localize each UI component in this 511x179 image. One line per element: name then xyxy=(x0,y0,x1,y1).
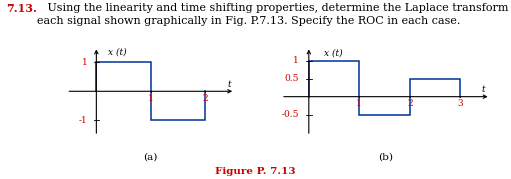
Text: 1: 1 xyxy=(148,94,154,103)
Text: (b): (b) xyxy=(378,152,393,161)
Text: 1: 1 xyxy=(82,58,88,67)
Text: (a): (a) xyxy=(144,152,158,161)
Text: -1: -1 xyxy=(79,116,88,125)
Text: 7.13.: 7.13. xyxy=(6,3,37,14)
Text: x (t): x (t) xyxy=(108,48,127,57)
Text: 0.5: 0.5 xyxy=(284,74,299,83)
Text: Figure P. 7.13: Figure P. 7.13 xyxy=(215,167,296,176)
Text: -0.5: -0.5 xyxy=(281,110,299,119)
Text: 1: 1 xyxy=(357,99,362,108)
Text: 2: 2 xyxy=(202,94,208,103)
Text: 3: 3 xyxy=(457,99,463,108)
Text: Using the linearity and time shifting properties, determine the Laplace transfor: Using the linearity and time shifting pr… xyxy=(37,3,511,26)
Text: 1: 1 xyxy=(293,56,299,65)
Text: t: t xyxy=(481,85,485,94)
Text: t: t xyxy=(227,80,231,89)
Text: 2: 2 xyxy=(407,99,412,108)
Text: x (t): x (t) xyxy=(324,48,343,57)
